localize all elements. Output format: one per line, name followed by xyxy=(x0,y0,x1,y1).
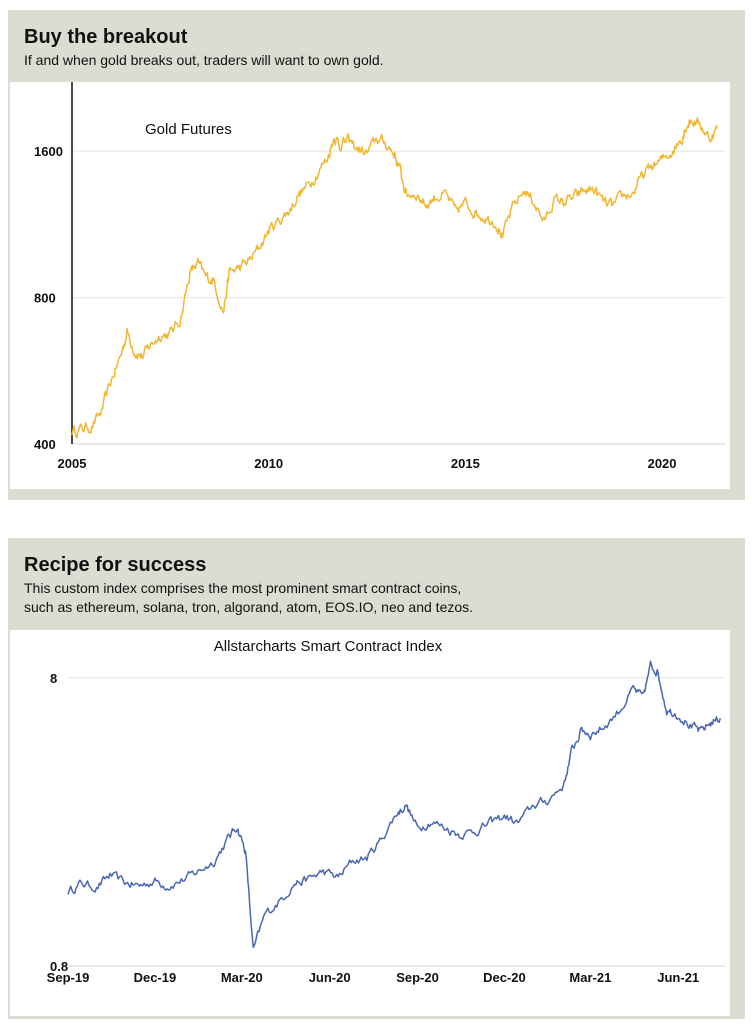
subtitle-line-1: This custom index comprises the most pro… xyxy=(24,580,462,596)
gold-panel-title: Buy the breakout xyxy=(24,26,188,48)
y-tick-label: 400 xyxy=(34,437,56,452)
chart-title: Allstarcharts Smart Contract Index xyxy=(214,638,443,655)
chart-title: Gold Futures xyxy=(145,121,232,138)
x-tick-label: Mar-21 xyxy=(569,970,611,985)
y-tick-label: 1600 xyxy=(34,144,63,159)
x-tick-label: Dec-19 xyxy=(134,970,177,985)
smart-contract-panel-title: Recipe for success xyxy=(24,554,207,576)
x-tick-label: Sep-19 xyxy=(47,970,90,985)
gold-chart-panel: Buy the breakout If and when gold breaks… xyxy=(8,10,745,500)
smart-contract-panel-subtitle: This custom index comprises the most pro… xyxy=(24,579,724,617)
gold-futures-chart: Gold Futures 400 800 1600 2005 2010 2015 2020 xyxy=(34,49,725,471)
series-line xyxy=(71,117,718,439)
smart-contract-plot-area: Allstarcharts Smart Contract Index 0.8 8 Se… xyxy=(10,630,730,1016)
x-tick-label: Dec-20 xyxy=(483,970,526,985)
x-tick-label: Jun-21 xyxy=(657,970,699,985)
smart-contract-chart-panel: Recipe for success This custom index com… xyxy=(8,538,745,1019)
smart-contract-index-chart: Allstarcharts Smart Contract Index 0.8 8 Se… xyxy=(47,638,725,985)
gold-panel-subtitle: If and when gold breaks out, traders wil… xyxy=(24,52,384,68)
gold-plot-area: Gold Futures 400 800 1600 2005 2010 2015 2020 xyxy=(10,49,730,489)
x-tick-label: 2010 xyxy=(254,456,283,471)
x-tick-label: 2020 xyxy=(648,456,677,471)
x-tick-label: 2005 xyxy=(58,456,87,471)
subtitle-line-2: such as ethereum, solana, tron, algorand… xyxy=(24,599,474,615)
x-tick-label: 2015 xyxy=(451,456,480,471)
series-line xyxy=(67,660,721,949)
x-tick-label: Sep-20 xyxy=(396,970,439,985)
y-tick-label: 8 xyxy=(50,671,57,686)
x-tick-label: Mar-20 xyxy=(221,970,263,985)
y-tick-label: 800 xyxy=(34,291,56,306)
x-tick-label: Jun-20 xyxy=(309,970,351,985)
y-tick-label: 0.8 xyxy=(50,959,68,974)
